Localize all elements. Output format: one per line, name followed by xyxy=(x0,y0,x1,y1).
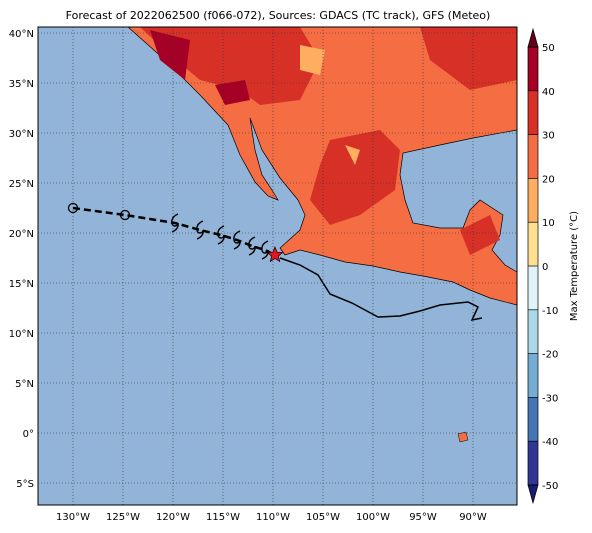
colorbar-bin xyxy=(528,178,538,223)
colorbar-tick-label: -20 xyxy=(542,350,558,361)
colorbar-bin xyxy=(528,222,538,266)
map-frame xyxy=(37,26,518,506)
colorbar-tick-label: 40 xyxy=(542,87,555,98)
x-tick-label: 105°W xyxy=(306,512,340,523)
storm-symbol xyxy=(171,213,179,233)
colorbar-tick-label: 30 xyxy=(542,131,555,142)
y-tick-label: 0° xyxy=(23,429,34,440)
storm-symbol xyxy=(248,236,256,256)
map-area xyxy=(38,27,517,505)
x-tick-label: 90°W xyxy=(459,512,487,523)
colorbar-bin xyxy=(528,90,538,135)
islands xyxy=(457,431,469,443)
y-tick-label: 5°S xyxy=(16,479,34,490)
x-tick-label: 115°W xyxy=(206,512,240,523)
y-tick-label: 25°N xyxy=(9,179,34,190)
track-point xyxy=(67,202,79,214)
colorbar-label: Max Temperature (°C) xyxy=(569,211,580,321)
colorbar-bin xyxy=(528,47,538,91)
colorbar-extend-low xyxy=(527,484,539,505)
colorbar-tick-label: 10 xyxy=(542,218,555,229)
forecast-track-line xyxy=(279,257,483,322)
x-tick-label: 100°W xyxy=(356,512,390,523)
colorbar-bin xyxy=(528,266,538,310)
y-tick-label: 20°N xyxy=(9,229,34,240)
colorbar-bin xyxy=(528,353,538,398)
colorbar-bin xyxy=(528,134,538,179)
y-tick-label: 10°N xyxy=(9,329,34,340)
track-point xyxy=(119,209,131,221)
current-position xyxy=(266,246,284,263)
colorbar-bin xyxy=(528,309,538,354)
storm-symbol xyxy=(196,220,204,240)
colorbar-tick-label: -50 xyxy=(542,481,558,492)
y-tick-label: 5°N xyxy=(15,379,34,390)
storm-symbol xyxy=(233,230,241,250)
storm-symbol xyxy=(261,240,269,260)
land-hotter xyxy=(150,30,250,105)
colorbar-tick-label: 20 xyxy=(542,174,555,185)
colorbar-tick-label: -10 xyxy=(542,306,558,317)
title: Forecast of 2022062500 (f066-072), Sourc… xyxy=(66,9,491,22)
x-tick-label: 110°W xyxy=(256,512,290,523)
x-tick-label: 120°W xyxy=(156,512,190,523)
y-tick-label: 15°N xyxy=(9,279,34,290)
land-mild xyxy=(300,45,360,165)
colorbar-bin xyxy=(528,397,538,442)
colorbar-tick-label: 0 xyxy=(542,262,548,273)
colorbar-tick-label: 50 xyxy=(542,43,555,54)
y-tick-label: 35°N xyxy=(9,79,34,90)
x-tick-label: 130°W xyxy=(56,512,90,523)
colorbar-bin xyxy=(528,441,538,485)
storm-symbol xyxy=(217,225,225,245)
y-tick-label: 30°N xyxy=(9,129,34,140)
colorbar-tick-label: -30 xyxy=(542,393,558,404)
x-tick-label: 125°W xyxy=(106,512,140,523)
track-line xyxy=(72,206,276,257)
colorbar-extend-high xyxy=(527,27,539,48)
y-tick-label: 40°N xyxy=(9,29,34,40)
colorbar-tick-label: -40 xyxy=(542,437,558,448)
x-tick-label: 95°W xyxy=(409,512,437,523)
